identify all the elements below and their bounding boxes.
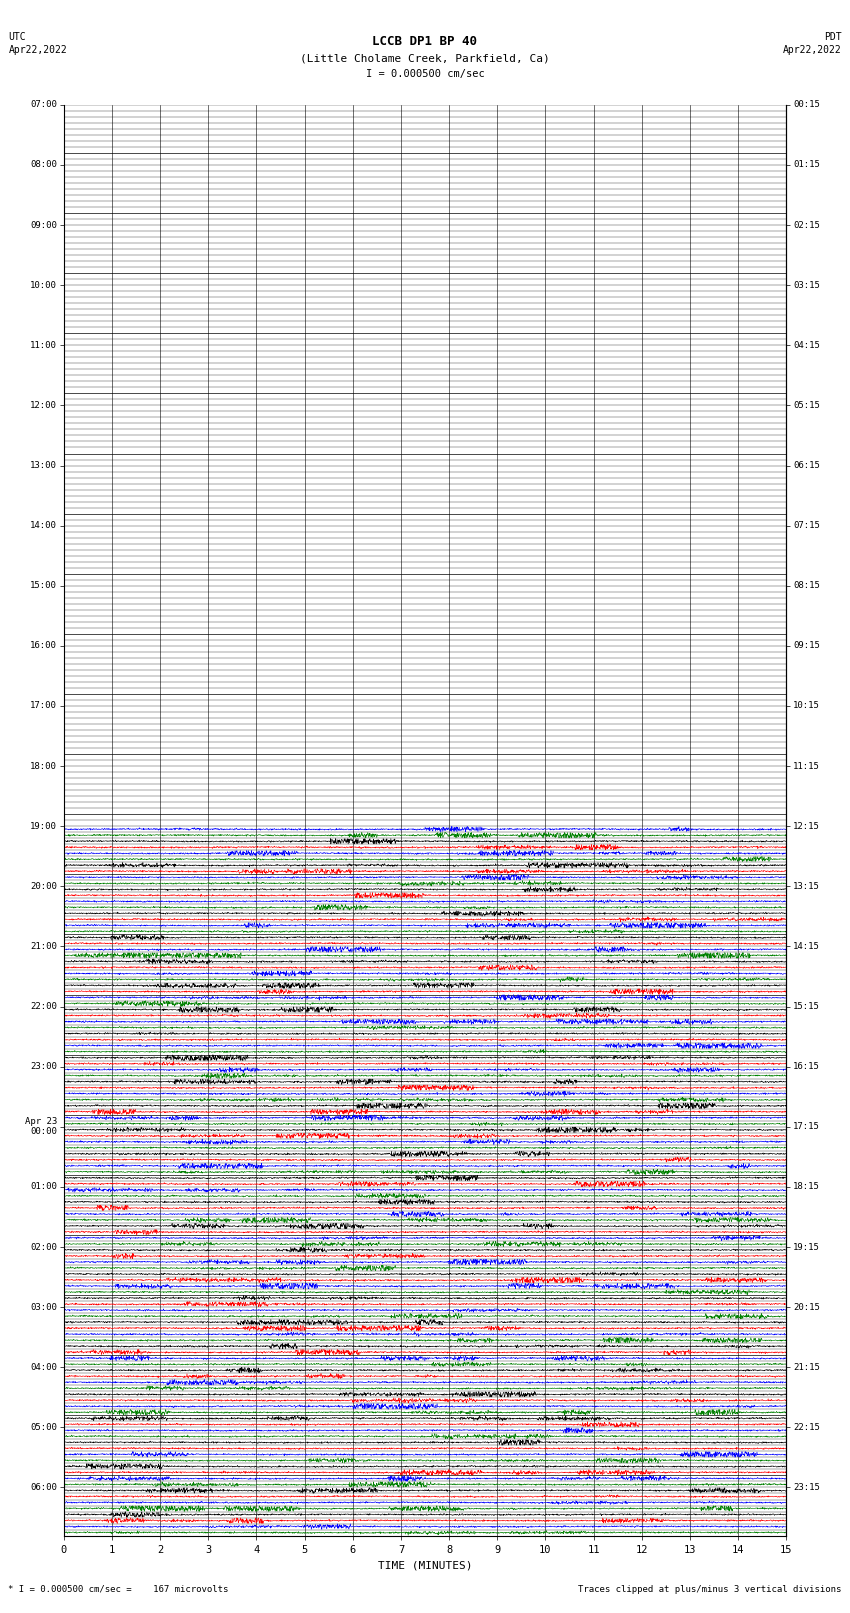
Text: (Little Cholame Creek, Parkfield, Ca): (Little Cholame Creek, Parkfield, Ca) (300, 53, 550, 63)
Text: PDT: PDT (824, 32, 842, 42)
X-axis label: TIME (MINUTES): TIME (MINUTES) (377, 1560, 473, 1569)
Text: I = 0.000500 cm/sec: I = 0.000500 cm/sec (366, 69, 484, 79)
Text: Traces clipped at plus/minus 3 vertical divisions: Traces clipped at plus/minus 3 vertical … (578, 1584, 842, 1594)
Text: UTC: UTC (8, 32, 26, 42)
Text: Apr22,2022: Apr22,2022 (783, 45, 842, 55)
Text: LCCB DP1 BP 40: LCCB DP1 BP 40 (372, 35, 478, 48)
Text: Apr22,2022: Apr22,2022 (8, 45, 67, 55)
Text: * I = 0.000500 cm/sec =    167 microvolts: * I = 0.000500 cm/sec = 167 microvolts (8, 1584, 229, 1594)
